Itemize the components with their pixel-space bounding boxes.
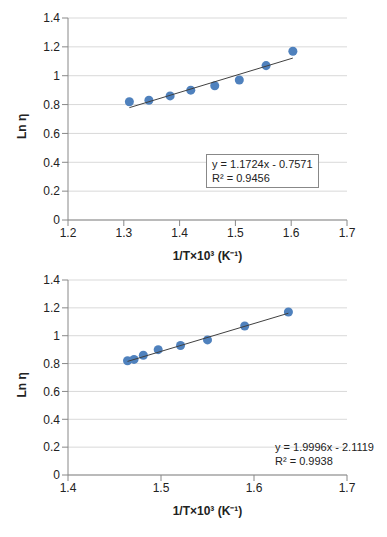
svg-text:Ln η: Ln η [15,372,29,397]
svg-text:Ln η: Ln η [15,114,29,139]
svg-text:1/T×10³ (K⁻¹): 1/T×10³ (K⁻¹) [173,504,243,518]
svg-text:0: 0 [53,468,60,482]
svg-text:1.3: 1.3 [115,226,132,240]
svg-text:1.7: 1.7 [339,226,356,240]
svg-text:1: 1 [53,329,60,343]
html-text:R² = 0.9938: R² = 0.9938 [275,455,333,467]
svg-text:1.6: 1.6 [246,481,263,495]
svg-text:1.4: 1.4 [171,226,188,240]
svg-text:0.4: 0.4 [43,413,60,427]
svg-text:1.6: 1.6 [283,226,300,240]
svg-text:1.4: 1.4 [43,273,60,287]
svg-text:0.8: 0.8 [43,357,60,371]
svg-text:0.4: 0.4 [43,156,60,170]
svg-text:0.2: 0.2 [43,440,60,454]
html-text:y = 1.1724x - 0.7571: y = 1.1724x - 0.7571 [212,158,313,170]
svg-text:1: 1 [53,69,60,83]
svg-text:1.5: 1.5 [153,481,170,495]
svg-text:0.6: 0.6 [43,127,60,141]
svg-text:0: 0 [53,213,60,227]
svg-text:0.6: 0.6 [43,385,60,399]
svg-text:1.7: 1.7 [339,481,356,495]
html-text:y = 1.9996x - 2.1119: y = 1.9996x - 2.1119 [275,441,374,453]
svg-text:0.2: 0.2 [43,184,60,198]
svg-text:1.2: 1.2 [43,301,60,315]
svg-text:1.4: 1.4 [43,11,60,25]
svg-text:1.5: 1.5 [227,226,244,240]
html-text:R² = 0.9456: R² = 0.9456 [212,172,270,184]
svg-text:1.4: 1.4 [60,481,77,495]
svg-text:1.2: 1.2 [43,40,60,54]
svg-text:1/T×10³ (K⁻¹): 1/T×10³ (K⁻¹) [173,249,243,263]
svg-text:1.2: 1.2 [60,226,77,240]
svg-text:0.8: 0.8 [43,98,60,112]
